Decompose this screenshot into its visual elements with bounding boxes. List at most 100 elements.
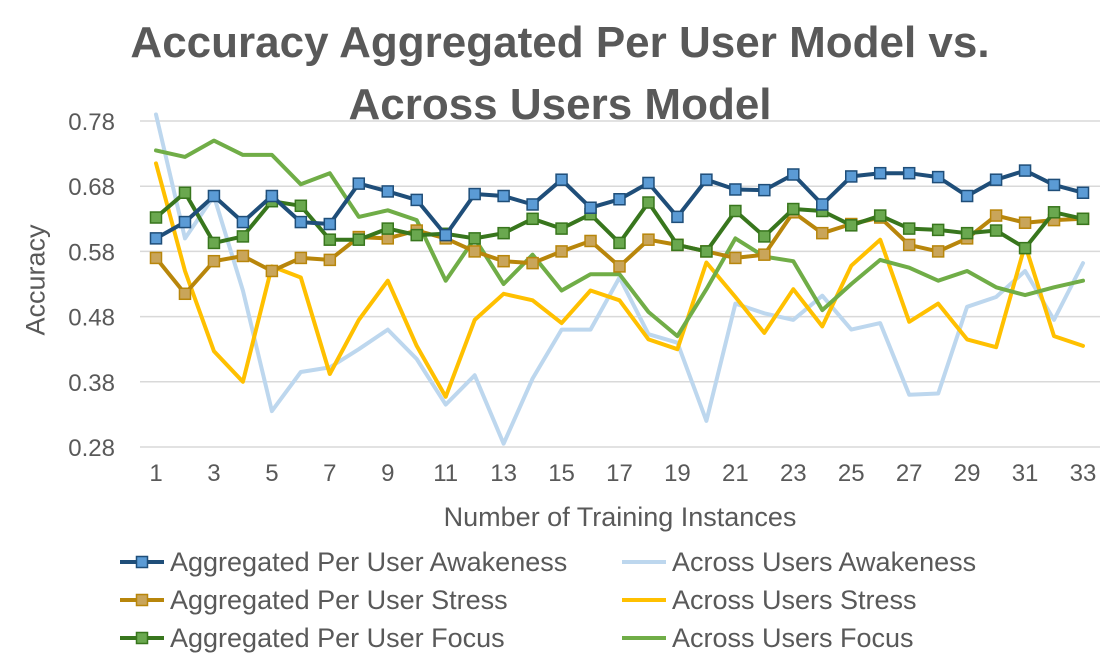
legend-swatch xyxy=(622,636,666,640)
y-tick-label: 0.28 xyxy=(68,435,115,462)
x-tick-label: 3 xyxy=(207,460,220,487)
data-point-aggregated-per-user-stress xyxy=(555,245,568,258)
data-point-aggregated-per-user-awakeness xyxy=(787,168,800,181)
data-point-aggregated-per-user-stress xyxy=(989,209,1003,222)
data-point-aggregated-per-user-focus xyxy=(931,223,945,237)
x-tick-label: 17 xyxy=(606,460,633,487)
data-point-aggregated-per-user-stress xyxy=(323,253,337,267)
y-tick-label: 0.68 xyxy=(68,174,115,201)
data-point-aggregated-per-user-focus xyxy=(381,222,394,235)
x-tick-label: 33 xyxy=(1070,460,1097,487)
data-point-aggregated-per-user-awakeness xyxy=(207,189,221,203)
data-point-aggregated-per-user-focus xyxy=(149,211,163,224)
data-point-aggregated-per-user-stress xyxy=(468,245,481,258)
data-point-aggregated-per-user-awakeness xyxy=(931,170,945,184)
legend-swatch xyxy=(622,598,666,602)
data-point-aggregated-per-user-stress xyxy=(642,233,655,246)
legend-label: Aggregated Per User Focus xyxy=(170,622,505,653)
data-point-aggregated-per-user-stress xyxy=(613,260,626,273)
legend-item: Aggregated Per User Stress xyxy=(118,581,508,619)
y-tick-label: 0.48 xyxy=(68,305,115,332)
data-point-aggregated-per-user-focus xyxy=(787,202,800,216)
data-point-aggregated-per-user-stress xyxy=(931,245,945,258)
legend-swatch-marker xyxy=(135,631,149,645)
data-point-aggregated-per-user-awakeness xyxy=(526,198,539,211)
data-point-aggregated-per-user-focus xyxy=(960,226,974,240)
x-axis-label: Number of Training Instances xyxy=(443,502,797,532)
data-point-aggregated-per-user-stress xyxy=(149,251,163,265)
data-point-aggregated-per-user-awakeness xyxy=(729,183,742,196)
data-point-aggregated-per-user-awakeness xyxy=(323,217,337,231)
series-line-across-users-stress xyxy=(154,161,1085,399)
x-tick-label: 13 xyxy=(490,460,517,487)
series-line-across-users-awakeness xyxy=(154,112,1085,446)
data-point-aggregated-per-user-stress xyxy=(497,254,510,268)
data-point-aggregated-per-user-focus xyxy=(613,236,626,250)
data-point-aggregated-per-user-focus xyxy=(352,233,366,246)
legend-swatch-marker xyxy=(135,593,149,607)
data-point-aggregated-per-user-stress xyxy=(758,248,771,261)
legend-item: Aggregated Per User Focus xyxy=(118,619,505,657)
y-tick-label: 0.58 xyxy=(68,239,115,266)
data-point-aggregated-per-user-stress xyxy=(236,249,250,263)
y-tick-label: 0.38 xyxy=(68,370,115,397)
legend-item: Across Users Stress xyxy=(620,581,917,619)
x-tick-label: 11 xyxy=(433,460,458,487)
x-tick-label: 5 xyxy=(265,460,278,487)
legend-label: Across Users Awakeness xyxy=(672,546,977,577)
data-point-aggregated-per-user-awakeness xyxy=(178,215,192,229)
data-point-aggregated-per-user-awakeness xyxy=(1018,164,1032,177)
data-point-aggregated-per-user-awakeness xyxy=(265,189,279,203)
x-tick-label: 21 xyxy=(722,460,749,487)
data-point-aggregated-per-user-focus xyxy=(323,233,337,246)
x-tick-label: 23 xyxy=(780,460,807,487)
data-point-aggregated-per-user-focus xyxy=(236,230,250,243)
data-point-aggregated-per-user-stress xyxy=(584,234,597,248)
data-point-aggregated-per-user-focus xyxy=(468,232,481,245)
data-point-aggregated-per-user-focus xyxy=(497,226,510,240)
data-point-aggregated-per-user-stress xyxy=(816,226,829,240)
data-point-aggregated-per-user-focus xyxy=(989,224,1003,237)
data-point-aggregated-per-user-awakeness xyxy=(642,176,655,190)
legend-item: Aggregated Per User Awakeness xyxy=(118,543,567,581)
legend-swatch xyxy=(622,560,666,564)
x-tick-label: 29 xyxy=(954,460,981,487)
legend-label: Aggregated Per User Stress xyxy=(170,584,508,615)
data-point-aggregated-per-user-focus xyxy=(526,212,539,226)
data-point-aggregated-per-user-awakeness xyxy=(758,183,771,197)
data-point-aggregated-per-user-focus xyxy=(178,186,192,199)
data-point-aggregated-per-user-awakeness xyxy=(700,173,713,186)
legend-swatch xyxy=(120,555,164,569)
legend-item: Across Users Focus xyxy=(620,619,914,657)
data-point-aggregated-per-user-awakeness xyxy=(989,173,1003,186)
data-point-aggregated-per-user-focus xyxy=(671,238,684,252)
x-tick-label: 9 xyxy=(381,460,394,487)
data-point-aggregated-per-user-focus xyxy=(294,199,308,213)
data-point-aggregated-per-user-stress xyxy=(902,238,916,252)
data-point-aggregated-per-user-awakeness xyxy=(960,189,974,203)
data-point-aggregated-per-user-awakeness xyxy=(468,187,481,201)
x-tick-label: 1 xyxy=(149,460,162,487)
data-point-aggregated-per-user-awakeness xyxy=(1047,178,1061,192)
chart-title-line-1: Accuracy Aggregated Per User Model vs. xyxy=(130,18,990,67)
legend-label: Across Users Focus xyxy=(672,622,914,653)
series-line-across-users-focus xyxy=(154,138,1085,339)
x-tick-label: 31 xyxy=(1012,460,1039,487)
data-point-aggregated-per-user-awakeness xyxy=(816,198,829,211)
data-point-aggregated-per-user-focus xyxy=(1076,212,1090,226)
x-tick-label: 7 xyxy=(323,460,336,487)
data-point-aggregated-per-user-awakeness xyxy=(294,215,308,229)
legend-label: Across Users Stress xyxy=(672,584,917,615)
x-tick-label: 27 xyxy=(896,460,923,487)
data-point-aggregated-per-user-focus xyxy=(700,245,713,258)
data-point-aggregated-per-user-focus xyxy=(902,222,916,235)
data-point-aggregated-per-user-awakeness xyxy=(873,166,887,180)
data-point-aggregated-per-user-stress xyxy=(294,251,308,265)
y-tick-label: 0.78 xyxy=(68,109,115,136)
data-point-aggregated-per-user-awakeness xyxy=(439,228,452,242)
data-point-aggregated-per-user-stress xyxy=(1018,216,1032,229)
data-point-aggregated-per-user-stress xyxy=(178,287,192,301)
data-point-aggregated-per-user-focus xyxy=(555,222,568,235)
data-point-aggregated-per-user-stress xyxy=(526,256,539,270)
